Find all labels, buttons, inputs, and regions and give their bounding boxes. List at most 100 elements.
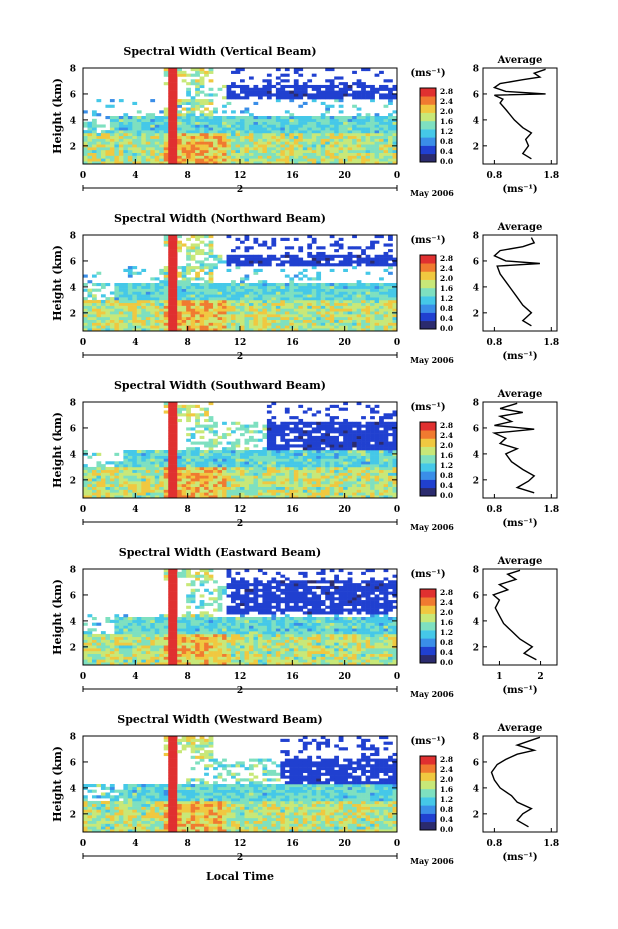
heatmap-cell xyxy=(222,294,227,298)
heatmap-cell xyxy=(118,319,124,323)
heatmap-cell xyxy=(123,305,129,309)
heatmap-cell xyxy=(316,285,322,289)
heatmap-cell xyxy=(96,124,102,128)
heatmap-cell xyxy=(226,101,232,105)
heatmap-cell xyxy=(352,424,357,428)
heatmap-cell xyxy=(136,135,142,139)
heatmap-cell xyxy=(123,291,129,295)
heatmap-cell xyxy=(280,285,286,289)
heatmap-cell xyxy=(266,135,272,139)
heatmap-cell xyxy=(352,285,357,289)
heatmap-cell xyxy=(361,251,366,256)
heatmap-cell xyxy=(163,240,169,244)
heatmap-cell xyxy=(222,149,227,153)
heatmap-cell xyxy=(231,475,236,479)
heatmap-cell xyxy=(293,308,299,312)
heatmap-cell xyxy=(379,132,384,137)
heatmap-cell xyxy=(329,93,335,97)
heatmap-cell xyxy=(190,283,196,287)
heatmap-cell xyxy=(217,299,223,304)
heatmap-cell xyxy=(240,158,245,162)
heatmap-cell xyxy=(307,116,313,120)
heatmap-cell xyxy=(150,314,156,318)
heatmap-cell xyxy=(217,495,223,499)
heatmap-cell xyxy=(132,161,138,165)
heatmap-cell xyxy=(379,254,384,258)
heatmap-cell xyxy=(284,291,290,295)
heatmap-cell xyxy=(374,450,380,454)
heatmap-cell xyxy=(374,492,380,496)
heatmap-cell xyxy=(329,475,335,479)
heatmap-cell xyxy=(132,472,138,476)
heatmap-cell xyxy=(392,435,398,439)
heatmap-cell xyxy=(262,121,268,125)
heatmap-cell xyxy=(293,263,299,267)
heatmap-cell xyxy=(379,84,384,89)
heatmap-cell xyxy=(240,147,245,151)
heatmap-cell xyxy=(226,322,232,326)
heatmap-cell xyxy=(118,461,124,465)
heatmap-cell xyxy=(118,144,124,148)
heatmap-cell xyxy=(383,325,389,329)
heatmap-cell xyxy=(284,288,290,292)
heatmap-cell xyxy=(190,466,196,471)
heatmap-cell xyxy=(136,314,142,318)
heatmap-cell xyxy=(159,475,165,479)
heatmap-cell xyxy=(168,489,174,493)
heatmap-cell xyxy=(253,305,259,309)
heatmap-cell xyxy=(222,308,227,312)
heatmap-cell xyxy=(392,149,398,153)
heatmap-cell xyxy=(190,297,196,301)
heatmap-cell xyxy=(240,328,245,332)
heatmap-cell xyxy=(136,319,142,323)
heatmap-cell xyxy=(275,469,281,473)
heatmap-cell xyxy=(320,305,326,309)
heatmap-cell xyxy=(213,481,218,485)
heatmap-cell xyxy=(338,433,344,437)
heatmap-cell xyxy=(347,452,353,456)
heatmap-cell xyxy=(195,141,200,145)
heatmap-cell xyxy=(118,291,124,295)
heatmap-cell xyxy=(217,458,223,462)
heatmap-cell xyxy=(383,79,389,83)
heatmap-cell xyxy=(177,138,182,142)
heatmap-cell xyxy=(163,235,169,239)
heatmap-cell xyxy=(83,486,88,490)
heatmap-cell xyxy=(293,87,299,91)
heatmap-cell xyxy=(338,127,344,131)
heatmap-cell xyxy=(307,441,313,445)
y-axis-label: Height (km) xyxy=(51,78,64,154)
heatmap-cell xyxy=(383,84,389,89)
heatmap-cell xyxy=(253,444,259,448)
heatmap-cell xyxy=(208,291,214,295)
heatmap-cell xyxy=(240,294,245,298)
heatmap-cell xyxy=(374,427,380,431)
heatmap-cell xyxy=(199,483,205,487)
heatmap-cell xyxy=(307,155,313,159)
heatmap-cell xyxy=(87,141,93,145)
heatmap-cell xyxy=(181,149,187,153)
heatmap-cell xyxy=(361,249,366,253)
heatmap-cell xyxy=(118,325,124,329)
heatmap-cell xyxy=(240,469,245,473)
heatmap-cell xyxy=(248,87,254,91)
heatmap-cell xyxy=(257,322,263,326)
heatmap-cell xyxy=(208,144,214,148)
heatmap-cell xyxy=(298,435,304,439)
heatmap-cell xyxy=(356,124,362,128)
heatmap-cell xyxy=(392,495,398,499)
heatmap-cell xyxy=(100,636,106,640)
heatmap-cell xyxy=(379,277,384,281)
heatmap-cell xyxy=(392,410,398,414)
heatmap-cell xyxy=(343,319,348,323)
heatmap-cell xyxy=(118,299,124,304)
heatmap-cell xyxy=(132,299,138,304)
heatmap-cell xyxy=(275,132,281,137)
heatmap-cell xyxy=(177,127,182,131)
heatmap-cell xyxy=(280,305,286,309)
heatmap-cell xyxy=(172,274,178,278)
heatmap-cell xyxy=(289,328,295,332)
heatmap-cell xyxy=(352,472,357,476)
heatmap-cell xyxy=(289,475,295,479)
heatmap-cell xyxy=(172,144,178,148)
